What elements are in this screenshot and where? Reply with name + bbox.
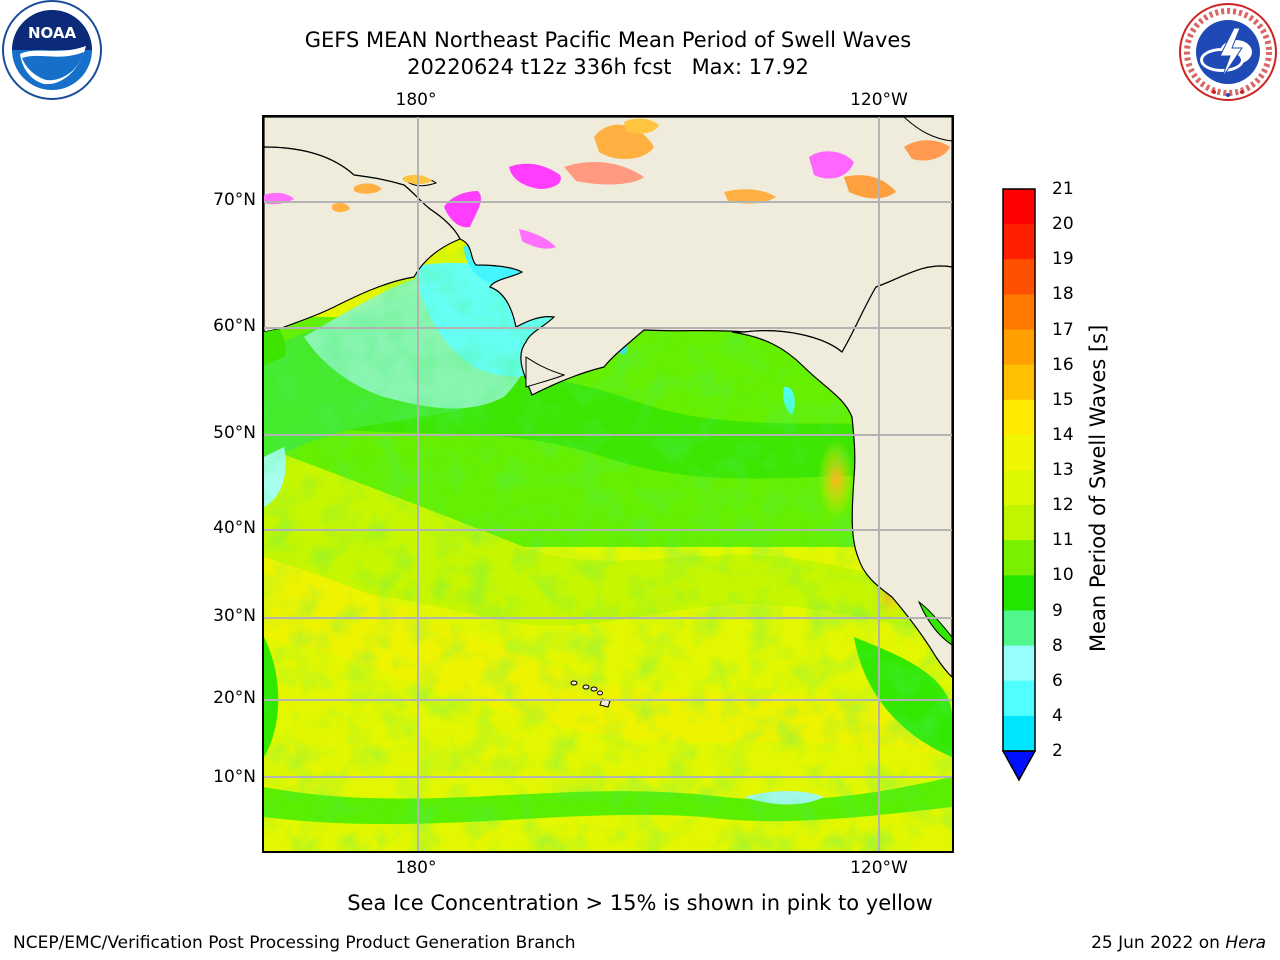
colorbar-cell	[1003, 540, 1035, 576]
lat-label-30n: 30°N	[213, 606, 256, 626]
colorbar-tick-label: 8	[1052, 635, 1063, 656]
map-title-line2: 20220624 t12z 336h fcst Max: 17.92	[407, 55, 809, 79]
colorbar-tick-label: 19	[1052, 249, 1074, 270]
map-panel	[262, 115, 954, 853]
colorbar-tick-label: 18	[1052, 284, 1074, 305]
colorbar-tick-label: 12	[1052, 495, 1074, 516]
colorbar-cell	[1003, 645, 1035, 682]
sea-ice-caption: Sea Ice Concentration > 15% is shown in …	[347, 891, 933, 915]
lon-label-bottom-180: 180°	[395, 858, 437, 878]
colorbar-cell	[1003, 470, 1035, 506]
colorbar-tick-label: 20	[1052, 214, 1074, 235]
colorbar-cell	[1003, 434, 1035, 471]
colorbar-tick-label: 2	[1052, 741, 1063, 761]
lat-label-40n: 40°N	[213, 518, 256, 538]
footer-date-text: 25 Jun 2022 on	[1091, 933, 1226, 953]
swell-period-field	[264, 117, 952, 851]
nws-logo	[1179, 3, 1277, 101]
colorbar-tick-label: 17	[1052, 319, 1074, 340]
colorbar-cell	[1003, 294, 1035, 330]
colorbar-cell	[1003, 575, 1035, 611]
noaa-logo: NOAA	[2, 0, 102, 100]
colorbar-cell	[1003, 364, 1035, 401]
colorbar-tick-label: 6	[1052, 670, 1063, 691]
lon-label-bottom-120w: 120°W	[850, 858, 908, 878]
footer-host: Hera	[1225, 933, 1266, 953]
sea-ice-overlay	[264, 118, 950, 249]
lat-label-10n: 10°N	[213, 767, 256, 787]
lon-label-top-180: 180°	[395, 90, 437, 110]
colorbar-tick-label: 10	[1052, 565, 1074, 586]
colorbar-tick-label: 9	[1052, 600, 1063, 621]
colorbar-cell	[1003, 610, 1035, 647]
colorbar	[1001, 188, 1037, 782]
footer-credit: NCEP/EMC/Verification Post Processing Pr…	[13, 933, 576, 953]
colorbar-tick-label: 13	[1052, 460, 1074, 480]
colorbar-tick-label: 4	[1052, 705, 1063, 726]
colorbar-cell	[1003, 224, 1035, 260]
colorbar-cell	[1003, 715, 1035, 752]
colorbar-tick-label: 21	[1052, 179, 1074, 199]
colorbar-cell	[1003, 259, 1035, 295]
lon-label-top-120w: 120°W	[850, 90, 908, 110]
graticule	[264, 117, 952, 851]
lat-label-50n: 50°N	[213, 423, 256, 443]
colorbar-cell	[1003, 680, 1035, 717]
lat-label-20n: 20°N	[213, 688, 256, 708]
colorbar-cell	[1003, 505, 1035, 541]
colorbar-cell	[1003, 399, 1035, 436]
colorbar-tick-label: 11	[1052, 530, 1074, 551]
colorbar-tick-label: 16	[1052, 354, 1074, 375]
noaa-logo-text: NOAA	[28, 24, 77, 42]
colorbar-cell	[1003, 329, 1035, 366]
colorbar-cell	[1003, 189, 1035, 225]
land-russia	[264, 146, 461, 333]
map-title-line1: GEFS MEAN Northeast Pacific Mean Period …	[304, 28, 912, 52]
lat-label-60n: 60°N	[213, 316, 256, 336]
lat-label-70n: 70°N	[213, 190, 256, 210]
land-north-america	[731, 265, 952, 678]
colorbar-tick-label: 15	[1052, 389, 1074, 410]
footer-date: 25 Jun 2022 on Hera	[1091, 933, 1266, 953]
colorbar-tick-label: 14	[1052, 424, 1074, 445]
colorbar-title: Mean Period of Swell Waves [s]	[1086, 324, 1110, 652]
